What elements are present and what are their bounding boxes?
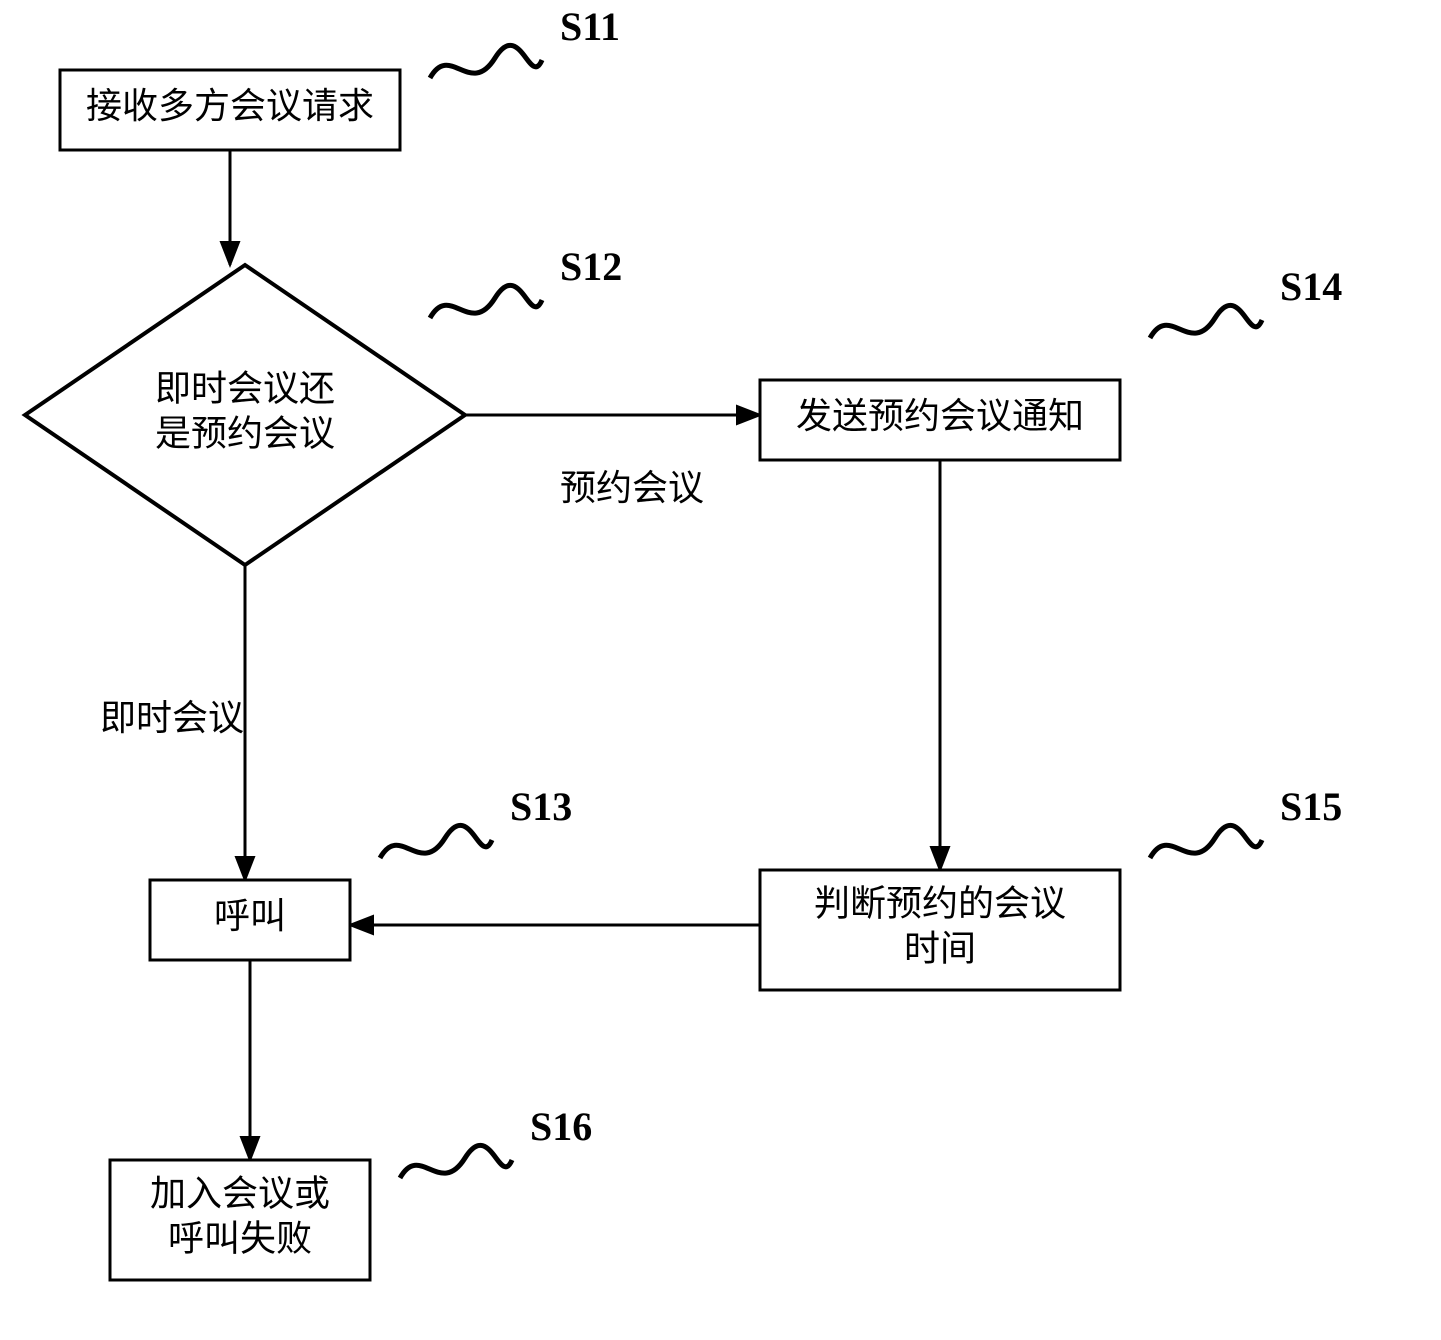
node-label-s14: 发送预约会议通知	[796, 396, 1084, 436]
edge-label: 预约会议	[560, 468, 704, 508]
step-label-s12: S12	[560, 244, 622, 289]
step-squiggle-s13	[380, 825, 492, 858]
edge-label: 即时会议	[100, 698, 244, 738]
step-squiggle-s11	[430, 45, 542, 78]
step-squiggle-s12	[430, 285, 542, 318]
step-label-s11: S11	[560, 4, 620, 49]
step-squiggle-s15	[1150, 825, 1262, 858]
step-label-s14: S14	[1280, 264, 1342, 309]
node-label-s11: 接收多方会议请求	[86, 86, 374, 126]
node-label-s13: 呼叫	[214, 896, 286, 936]
step-label-s15: S15	[1280, 784, 1342, 829]
step-squiggle-s16	[400, 1145, 512, 1178]
step-squiggle-s14	[1150, 305, 1262, 338]
step-label-s13: S13	[510, 784, 572, 829]
step-label-s16: S16	[530, 1104, 592, 1149]
